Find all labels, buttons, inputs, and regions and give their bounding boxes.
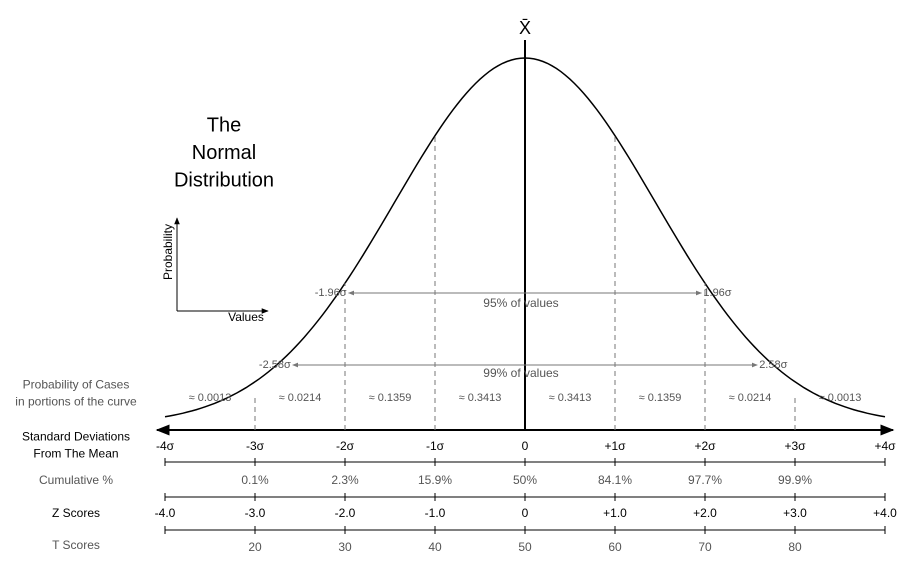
row-value: ≈ 0.0214	[729, 392, 772, 404]
row-value: 20	[248, 540, 262, 554]
row-label: Z Scores	[52, 506, 100, 520]
row-value: 99.9%	[778, 473, 812, 487]
row-value: 15.9%	[418, 473, 452, 487]
title-line: The	[207, 114, 241, 136]
row-label: in portions of the curve	[15, 395, 137, 409]
row-value: 80	[788, 540, 802, 554]
interval-label: 99% of values	[483, 366, 558, 380]
row-value: -1σ	[426, 439, 445, 453]
row-value: ≈ 0.1359	[639, 392, 682, 404]
row-value: 0	[522, 439, 529, 453]
icon-y-label: Probability	[161, 224, 175, 280]
row-value: ≈ 0.3413	[459, 392, 502, 404]
row-value: +1.0	[603, 506, 627, 520]
row-value: 0.1%	[241, 473, 269, 487]
interval-left: -2.58σ	[259, 359, 291, 371]
row-value: 84.1%	[598, 473, 632, 487]
row-value: 2.3%	[331, 473, 359, 487]
row-value: -3.0	[245, 506, 266, 520]
row-value: -4σ	[156, 439, 175, 453]
row-value: 0	[522, 506, 529, 520]
interval-right: 2.58σ	[759, 359, 787, 371]
bell-curve	[164, 57, 886, 418]
mean-symbol: X̄	[519, 18, 531, 38]
row-label: Cumulative %	[39, 473, 113, 487]
title-line: Normal	[192, 142, 256, 164]
row-value: +2.0	[693, 506, 717, 520]
row-value: 60	[608, 540, 622, 554]
row-label: T Scores	[52, 538, 100, 552]
row-value: ≈ 0.0013	[819, 392, 862, 404]
title-line: Distribution	[174, 169, 274, 191]
row-value: ≈ 0.3413	[549, 392, 592, 404]
row-value: -2.0	[335, 506, 356, 520]
row-label: Standard Deviations	[22, 430, 130, 444]
row-value: 50	[518, 540, 532, 554]
row-value: -1.0	[425, 506, 446, 520]
generated: The Normal Distribution -1.96σ 1.96σ 95% of v…	[15, 57, 897, 554]
interval-left: -1.96σ	[315, 287, 347, 299]
row-value: -2σ	[336, 439, 355, 453]
icon-x-label: Values	[228, 310, 264, 324]
interval-label: 95% of values	[483, 296, 558, 310]
row-value: ≈ 0.1359	[369, 392, 412, 404]
row-value: +3.0	[783, 506, 807, 520]
row-value: +1σ	[604, 439, 626, 453]
row-value: -4.0	[155, 506, 176, 520]
row-value: ≈ 0.0214	[279, 392, 322, 404]
row-label: From The Mean	[33, 447, 118, 461]
row-value: +2σ	[694, 439, 716, 453]
row-value: 70	[698, 540, 712, 554]
row-value: -3σ	[246, 439, 265, 453]
row-value: 40	[428, 540, 442, 554]
row-value: ≈ 0.0013	[189, 392, 232, 404]
row-value: 50%	[513, 473, 537, 487]
row-value: +4σ	[874, 439, 896, 453]
row-value: +3σ	[784, 439, 806, 453]
row-value: 30	[338, 540, 352, 554]
interval-right: 1.96σ	[703, 287, 731, 299]
row-value: +4.0	[873, 506, 897, 520]
row-value: 97.7%	[688, 473, 722, 487]
row-label: Probability of Cases	[23, 378, 130, 392]
